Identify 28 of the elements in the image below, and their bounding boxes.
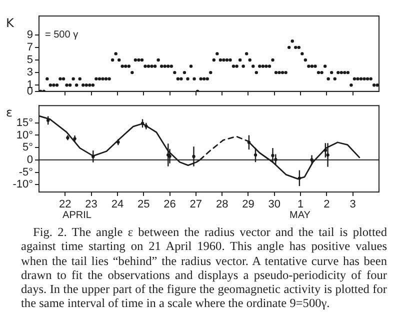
y-tick-label: 7	[26, 41, 33, 54]
y-tick-label: 0	[26, 154, 33, 166]
y-tick-label: -10°	[12, 178, 33, 191]
y-axis-title: K	[6, 16, 15, 30]
x-tick-label: 29	[242, 198, 254, 211]
x-tick-label: 26	[164, 198, 176, 211]
text: MAY	[290, 210, 311, 221]
y-tick-label: 5°	[22, 142, 33, 154]
x-tick-label: 24	[111, 198, 124, 211]
y-tick-label: 10°	[16, 129, 33, 142]
caption: Fig. 2. The angle ε between the radius vector and the tail is plotted against time starting on 21 April 1960. This angle has positive values when the tail lies “behind” the radius vector. A tentative curve has been drawn to fit the observations and displays a pseudo-periodicity of four days. In the upper part of the figure the geomagnetic activity is plotted for the same interval of time in a scale where the ordinate 9=500γ.	[21, 225, 387, 311]
y-tick-label: 3	[26, 66, 33, 79]
x-tick-label: 25	[137, 198, 150, 211]
x-tick-label: 3	[350, 198, 356, 211]
y-tick-label: 5	[26, 54, 33, 66]
x-tick-label: 1	[297, 198, 304, 211]
y-tick-label: 9	[26, 28, 33, 41]
text: APRIL	[62, 210, 92, 221]
y-tick-label: 15°	[16, 116, 33, 129]
y-tick-label: -5°	[18, 166, 33, 178]
y-axis-title: ε	[6, 106, 12, 120]
x-tick-label: 23	[85, 198, 98, 211]
x-tick-label: 22	[59, 198, 72, 211]
x-tick-label: 2	[324, 198, 330, 211]
x-tick-label: 27	[190, 198, 202, 211]
x-tick-label: 30	[268, 198, 281, 211]
x-tick-label: 28	[216, 198, 228, 211]
annotation: = 500 γ	[45, 30, 78, 41]
